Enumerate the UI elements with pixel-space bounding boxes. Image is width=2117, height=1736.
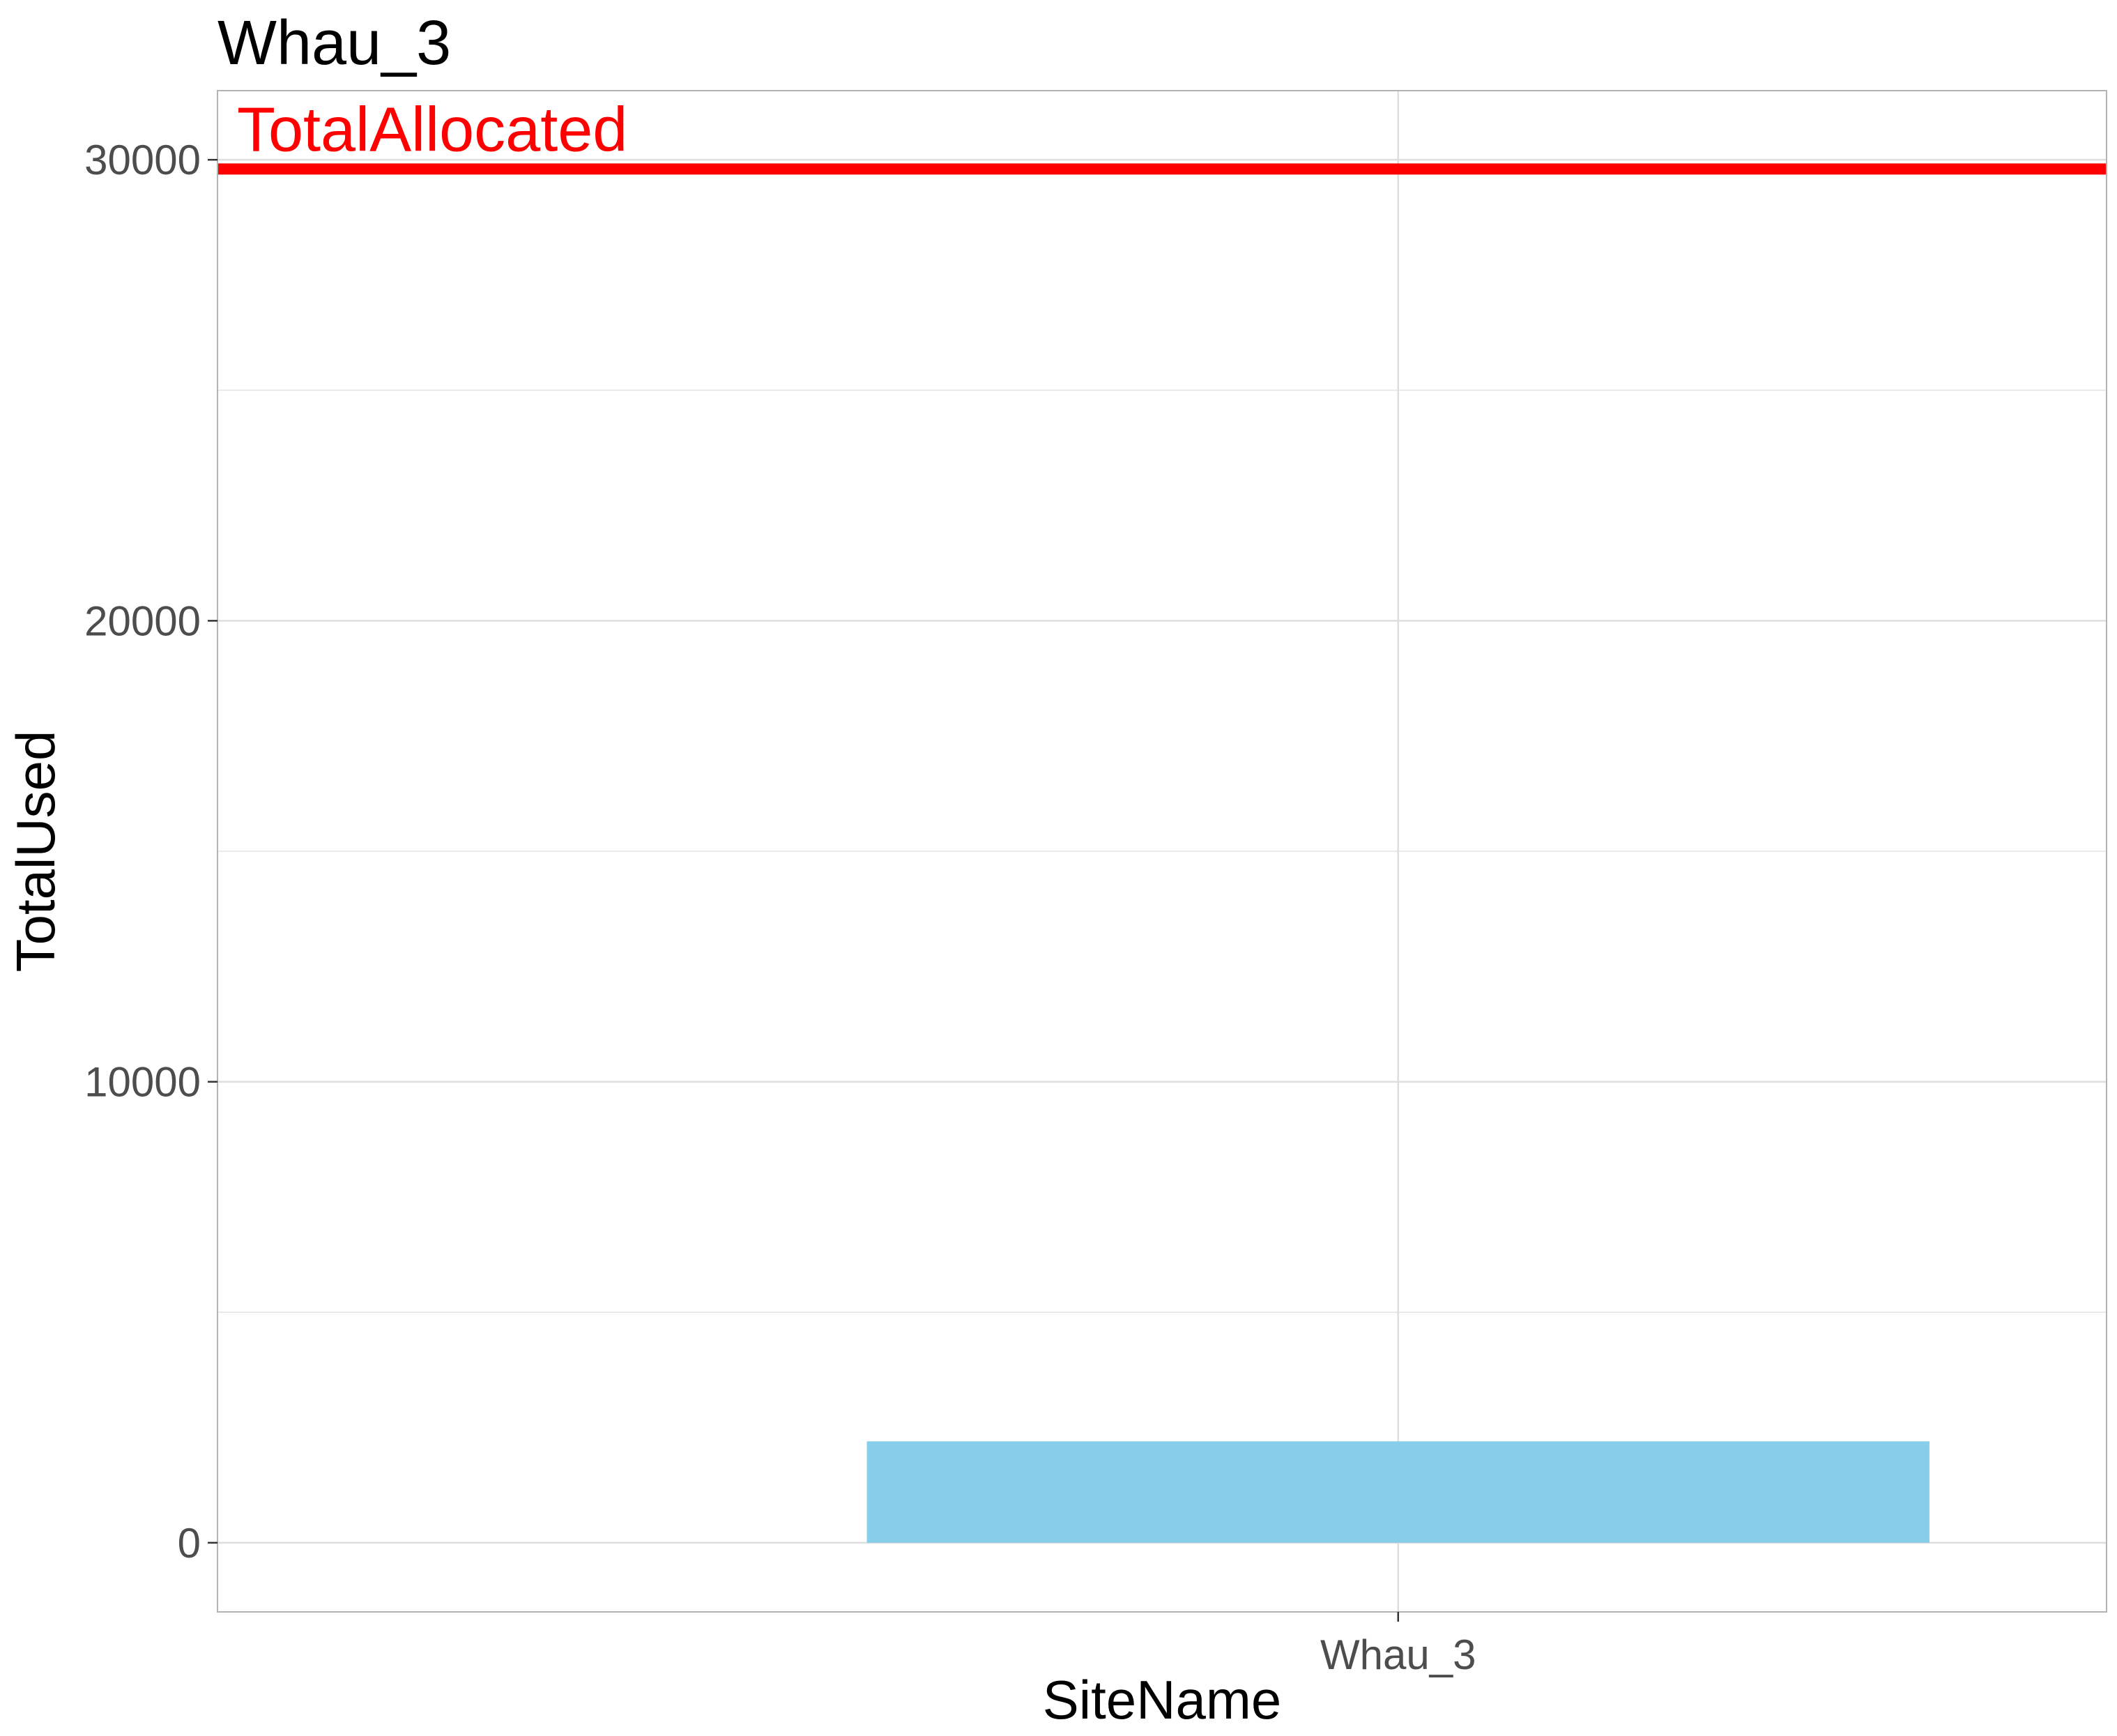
y-axis: 0 10000 20000 30000 (84, 137, 217, 1567)
bar (866, 1441, 1929, 1543)
y-tick-label: 0 (178, 1520, 201, 1567)
reference-line-group: TotalAllocated (217, 95, 2107, 175)
plot-panel: TotalAllocated (217, 90, 2107, 1613)
panel-border (217, 90, 2107, 1613)
bar-series (866, 1441, 1929, 1543)
y-tick-label: 30000 (84, 137, 201, 183)
reference-line-label: TotalAllocated (237, 95, 627, 165)
y-tick-label: 10000 (84, 1059, 201, 1106)
y-tick-label: 20000 (84, 597, 201, 644)
x-axis: Whau_3 (1320, 1612, 1476, 1678)
y-axis-title: TotalUsed (5, 731, 66, 973)
minor-gridlines (217, 390, 2107, 1313)
x-tick-label: Whau_3 (1320, 1631, 1476, 1678)
chart-title: Whau_3 (217, 8, 451, 78)
x-axis-title: SiteName (1043, 1669, 1281, 1730)
